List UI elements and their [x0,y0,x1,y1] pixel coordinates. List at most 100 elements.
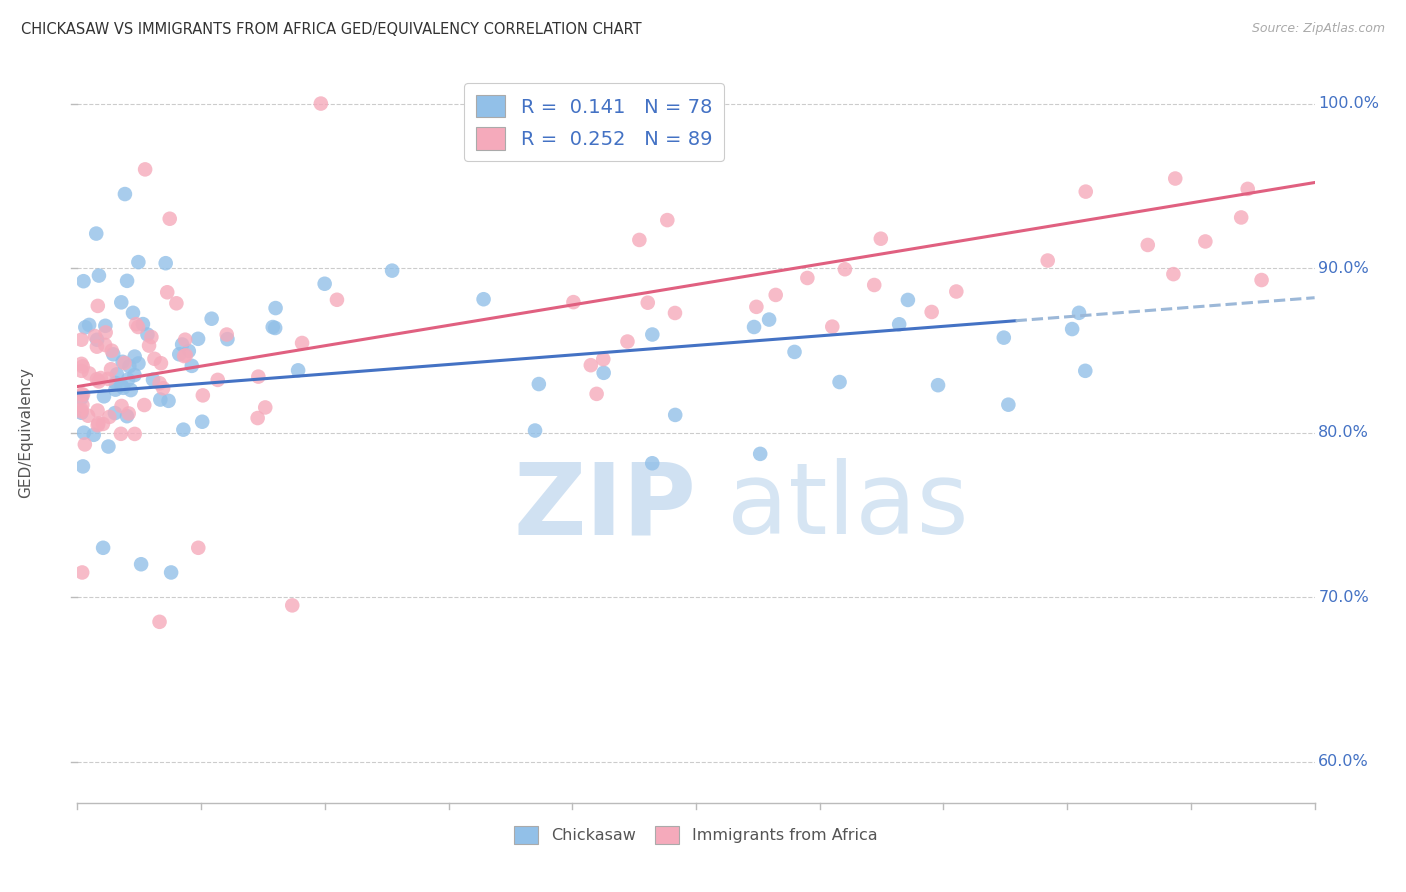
Point [91,541,114,555]
Point [1136,238,1159,252]
Point [104,376,127,390]
Point [291,336,314,351]
Legend: Chickasaw, Immigrants from Africa: Chickasaw, Immigrants from Africa [508,819,884,850]
Point [70,387,93,401]
Text: 60.0%: 60.0% [1319,754,1369,769]
Point [118,406,141,420]
Point [77,409,100,423]
Point [1164,171,1187,186]
Point [87,417,110,431]
Point [115,274,138,288]
Point [70,333,93,347]
Point [174,348,197,362]
Point [641,327,664,342]
Point [72,387,94,401]
Point [94,338,117,352]
Point [110,399,132,413]
Point [1036,253,1059,268]
Point [100,343,122,358]
Point [72,459,94,474]
Point [247,369,270,384]
Text: CHICKASAW VS IMMIGRANTS FROM AFRICA GED/EQUIVALENCY CORRELATION CHART: CHICKASAW VS IMMIGRANTS FROM AFRICA GED/… [21,22,641,37]
Point [217,332,239,346]
Point [127,255,149,269]
Point [97,440,120,454]
Point [765,288,787,302]
Point [1163,267,1185,281]
Point [1194,235,1216,249]
Point [104,406,127,420]
Point [125,317,148,331]
Point [1236,182,1258,196]
Point [524,424,547,438]
Text: 90.0%: 90.0% [1319,260,1369,276]
Point [105,368,128,382]
Point [641,456,664,470]
Point [897,293,920,307]
Point [1062,322,1084,336]
Point [73,437,96,451]
Point [136,327,159,342]
Point [77,318,100,332]
Point [1074,185,1097,199]
Point [110,426,132,441]
Point [90,371,112,385]
Point [993,331,1015,345]
Point [87,268,110,283]
Point [191,388,214,402]
Point [287,363,309,377]
Point [84,227,107,241]
Point [172,337,194,351]
Point [129,558,152,572]
Point [749,447,772,461]
Point [821,319,844,334]
Point [264,321,287,335]
Point [1074,364,1097,378]
Point [262,320,284,334]
Point [921,305,943,319]
Point [264,301,287,315]
Point [127,356,149,370]
Point [94,318,117,333]
Point [86,372,108,386]
Point [141,330,163,344]
Point [115,409,138,424]
Point [828,375,851,389]
Point [84,329,107,343]
Point [142,373,165,387]
Point [585,387,607,401]
Point [180,359,202,373]
Point [149,356,172,370]
Point [834,262,856,277]
Point [134,162,156,177]
Point [70,357,93,371]
Text: Source: ZipAtlas.com: Source: ZipAtlas.com [1251,22,1385,36]
Point [579,358,602,372]
Point [381,263,404,277]
Point [110,378,132,392]
Point [70,402,93,417]
Point [114,187,136,202]
Point [309,96,332,111]
Point [132,317,155,331]
Point [637,295,659,310]
Point [215,327,238,342]
Point [117,373,139,387]
Point [72,359,94,374]
Point [70,404,93,418]
Point [863,278,886,293]
Point [472,292,495,306]
Text: 70.0%: 70.0% [1319,590,1369,605]
Point [173,349,195,363]
Point [120,383,142,397]
Point [616,334,638,349]
Point [187,332,209,346]
Point [70,364,93,378]
Point [177,344,200,359]
Point [114,356,136,370]
Point [112,381,135,395]
Point [100,362,122,376]
Point [172,423,194,437]
Point [75,320,97,334]
Point [70,566,93,580]
